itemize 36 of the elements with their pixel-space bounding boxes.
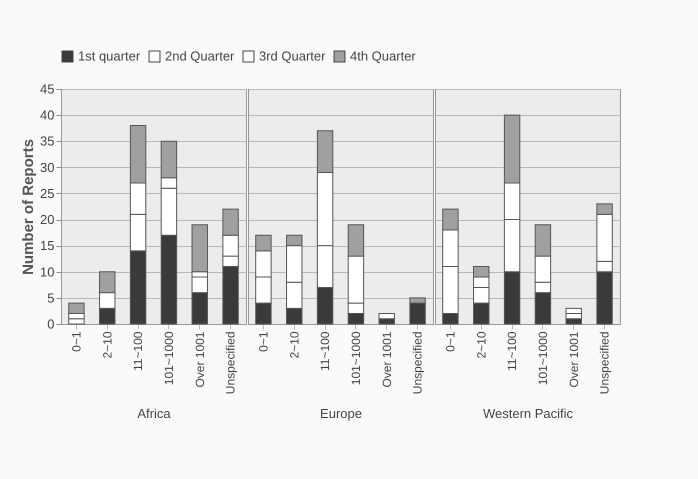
y-tick-label: 35 (40, 134, 54, 149)
x-tick-label: 2~10 (100, 331, 114, 359)
x-axis-title: Europe (320, 406, 362, 422)
x-tick-label: Unspecified (598, 332, 612, 394)
x-tick-label: Unspecified (410, 332, 425, 394)
x-tick-label: 0~1 (256, 331, 270, 352)
x-axis-title: Western Pacific (482, 406, 574, 422)
y-tick-label: 25 (40, 186, 54, 201)
x-tick-label: Over 1001 (566, 331, 581, 388)
y-tick-label: 30 (40, 160, 54, 175)
y-tick-label: 10 (40, 264, 54, 280)
x-tick-label: 101~1000 (348, 331, 363, 386)
legend-label: 1st quarter (78, 48, 141, 64)
x-tick-label: 101~1000 (536, 331, 550, 386)
y-tick-label: 45 (40, 82, 54, 96)
legend-label: 4th Quarter (350, 48, 416, 64)
x-tick-label: 11~100 (318, 331, 332, 371)
x-tick-label: 11~100 (131, 331, 146, 371)
x-tick-label: 2~10 (474, 331, 488, 359)
x-tick-label: 11~100 (505, 331, 520, 371)
y-tick-label: 15 (40, 238, 54, 254)
x-tick-label: Over 1001 (192, 331, 207, 388)
legend-label: 3rd Quarter (259, 48, 326, 64)
y-tick-label: 20 (40, 212, 54, 228)
y-tick-label: 0 (47, 316, 54, 332)
y-tick-label: 40 (40, 108, 54, 123)
x-tick-label: 0~1 (443, 331, 458, 352)
x-axis-title: Africa (137, 406, 172, 422)
x-tick-label: 0~1 (69, 331, 84, 352)
x-tick-label: 2~10 (287, 331, 302, 359)
x-tick-label: Over 1001 (380, 331, 394, 388)
y-axis-title: Number of Reports (20, 139, 38, 275)
legend-label: 2nd Quarter (165, 48, 236, 64)
x-tick-label: Unspecified (224, 332, 238, 394)
x-tick-label: 101~1000 (162, 331, 176, 386)
y-tick-label: 5 (47, 290, 54, 306)
